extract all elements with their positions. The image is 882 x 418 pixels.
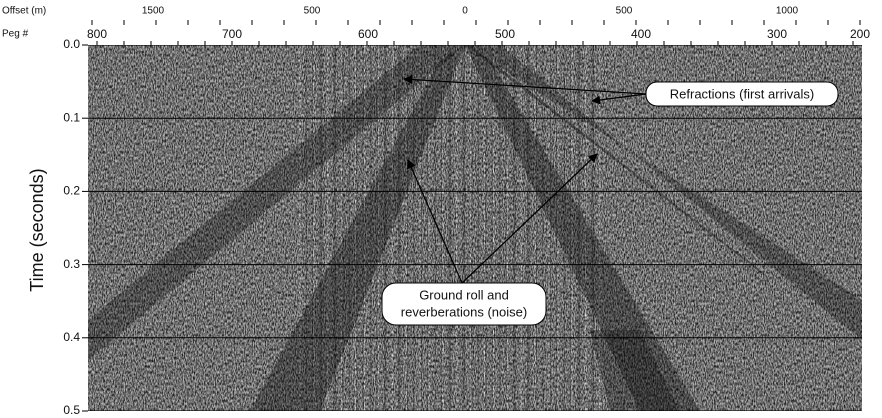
y-tick-label: 0.0 — [63, 37, 80, 51]
annotation-text: reverberations (noise) — [401, 304, 527, 319]
figure: Offset (m) Peg # Time (seconds) Refracti… — [0, 0, 882, 418]
y-tick-label: 0.3 — [63, 257, 80, 271]
peg-tick-label: 700 — [222, 27, 242, 41]
peg-tick-label: 300 — [767, 27, 787, 41]
y-tick-label: 0.1 — [63, 110, 80, 124]
y-tick-label: 0.4 — [63, 330, 80, 344]
y-tick-label: 0.2 — [63, 184, 80, 198]
offset-tick-label: 1000 — [776, 6, 799, 17]
peg-tick-label: 500 — [495, 27, 515, 41]
annotation-text: Refractions (first arrivals) — [670, 86, 814, 101]
offset-tick-label: 500 — [304, 6, 321, 17]
offset-tick-label: 1500 — [142, 6, 165, 17]
peg-tick-label: 800 — [87, 27, 107, 41]
peg-tick-label: 200 — [850, 27, 870, 41]
offset-axis-title: Offset (m) — [2, 6, 46, 17]
time-axis-title: Time (seconds) — [27, 168, 47, 291]
y-tick-label: 0.5 — [63, 403, 80, 417]
peg-tick-label: 600 — [358, 27, 378, 41]
offset-tick-label: 0 — [462, 6, 468, 17]
peg-tick-label: 400 — [631, 27, 651, 41]
offset-tick-label: 500 — [616, 6, 633, 17]
peg-axis-title: Peg # — [2, 29, 29, 40]
annotation-text: Ground roll and — [419, 287, 509, 302]
